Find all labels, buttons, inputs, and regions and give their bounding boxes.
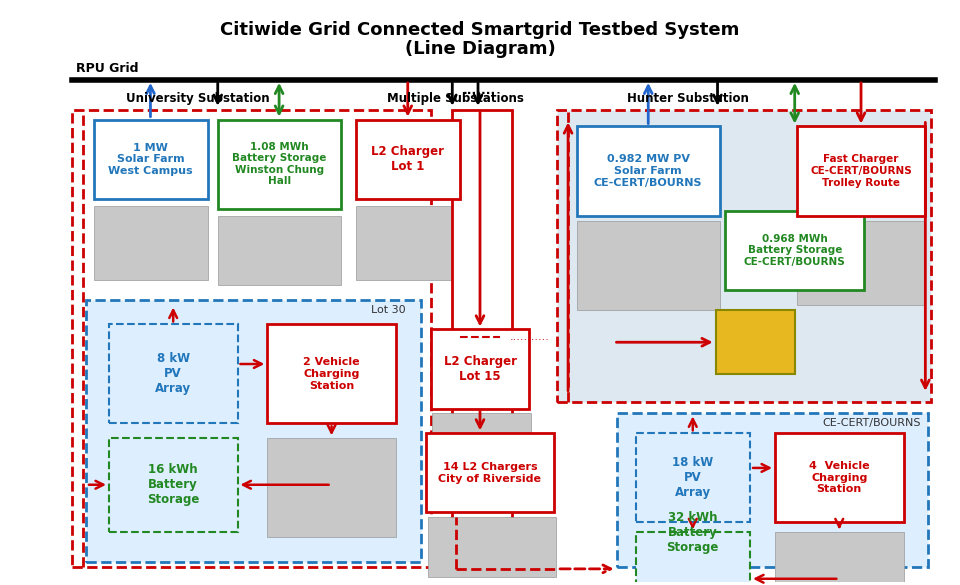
Bar [577,221,721,309]
Bar [715,309,795,374]
Bar [356,206,460,280]
Bar [430,329,530,408]
Bar [797,126,925,215]
Text: 14 L2 Chargers
City of Riverside: 14 L2 Chargers City of Riverside [439,462,541,484]
Bar [452,109,512,565]
Bar [72,109,430,567]
Bar [267,325,396,424]
Text: Multiple Substations: Multiple Substations [387,92,524,105]
Bar [433,414,532,493]
Bar [636,532,750,585]
Text: L2 Charger
Lot 1: L2 Charger Lot 1 [372,145,444,173]
Text: L2 Charger
Lot 15: L2 Charger Lot 15 [444,355,516,383]
Text: 1 MW
Solar Farm
West Campus: 1 MW Solar Farm West Campus [108,143,193,176]
Text: 2 Vehicle
Charging
Station: 2 Vehicle Charging Station [303,357,360,391]
Bar [94,206,208,280]
Text: Hunter Substation: Hunter Substation [627,92,749,105]
Bar [267,438,396,537]
Bar [797,221,925,305]
Bar [356,119,460,199]
Bar [427,517,556,577]
Bar [726,211,864,290]
Text: 1.08 MWh
Battery Storage
Winston Chung
Hall: 1.08 MWh Battery Storage Winston Chung H… [232,142,326,187]
Text: 0.982 MW PV
Solar Farm
CE-CERT/BOURNS: 0.982 MW PV Solar Farm CE-CERT/BOURNS [594,154,703,188]
Text: ...........: ........... [510,332,549,342]
Text: 8 kW
PV
Array: 8 kW PV Array [156,352,191,395]
Text: 4  Vehicle
Charging
Station: 4 Vehicle Charging Station [809,461,870,494]
Text: Lot 30: Lot 30 [372,305,406,315]
Text: Fast Charger
CE-CERT/BOURNS
Trolley Route: Fast Charger CE-CERT/BOURNS Trolley Rout… [810,154,912,188]
Text: 16 kWh
Battery
Storage: 16 kWh Battery Storage [147,463,200,506]
Bar [108,325,237,424]
Text: University Substation: University Substation [126,92,270,105]
Text: 18 kW
PV
Array: 18 kW PV Array [672,456,713,500]
Bar [218,119,342,209]
Bar [86,300,420,562]
Bar [218,215,342,285]
Bar [636,433,750,522]
Bar [108,438,237,532]
Bar [425,433,554,512]
Text: RPU Grid: RPU Grid [76,62,138,75]
Text: 0.968 MWh
Battery Storage
CE-CERT/BOURNS: 0.968 MWh Battery Storage CE-CERT/BOURNS [744,233,846,267]
Bar [775,433,903,522]
Bar [557,109,931,402]
Bar [94,119,208,199]
Bar [775,532,903,585]
Text: Citiwide Grid Connected Smartgrid Testbed System: Citiwide Grid Connected Smartgrid Testbe… [220,20,740,39]
Bar [577,126,721,215]
Text: 32 kWh
Battery
Storage: 32 kWh Battery Storage [666,511,719,554]
Text: (Line Diagram): (Line Diagram) [404,40,556,58]
Text: CE-CERT/BOURNS: CE-CERT/BOURNS [822,418,921,428]
Text: .......: ....... [463,84,495,97]
Bar [616,414,928,567]
